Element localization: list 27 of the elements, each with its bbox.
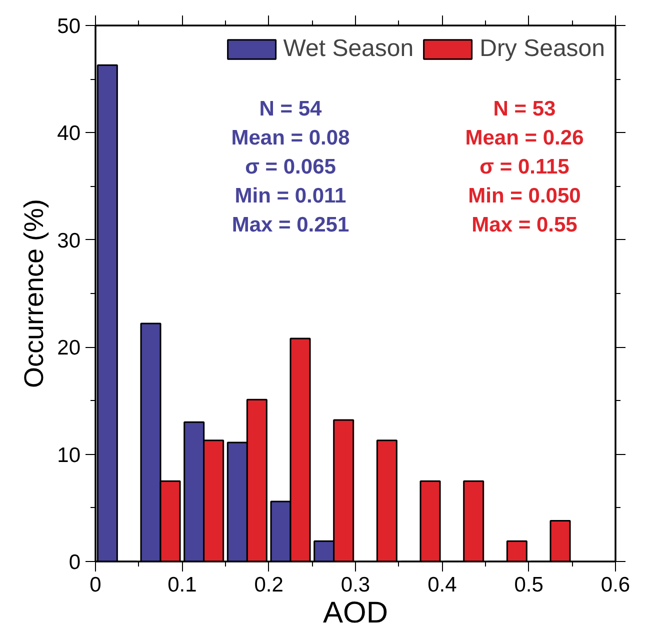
x-axis-title: AOD [322, 596, 388, 630]
annotation: Min = 0.011 [234, 184, 347, 208]
y-axis-title: Occurrence (%) [19, 198, 50, 388]
y-tick-label: 20 [57, 336, 80, 360]
y-tick-label: 50 [57, 15, 80, 38]
x-tick-label: 0.6 [600, 574, 630, 596]
x-tick-label: 0.3 [340, 574, 370, 596]
annotation: Max = 0.251 [232, 214, 350, 236]
annotation: σ = 0.065 [245, 156, 336, 178]
annotation: N = 53 [493, 98, 556, 120]
legend-label: Dry Season [480, 35, 605, 63]
annotation: Mean = 0.08 [231, 126, 350, 150]
x-tick-label: 0.2 [254, 574, 284, 596]
x-tick-label: 0 [90, 574, 102, 596]
x-tick-label: 0.4 [428, 574, 458, 596]
legend-label: Wet Season [283, 35, 414, 63]
x-tick-label: 0.1 [168, 574, 197, 596]
annotation: σ = 0.115 [480, 156, 570, 178]
annotation: Max = 0.55 [472, 214, 578, 236]
y-tick-label: 40 [57, 122, 80, 146]
y-tick-label: 30 [57, 229, 80, 252]
y-tick-label: 0 [68, 551, 81, 574]
x-tick-label: 0.5 [514, 574, 544, 596]
annotation: Mean = 0.26 [465, 126, 584, 150]
annotation: Min = 0.050 [468, 184, 581, 208]
y-tick-label: 10 [57, 444, 80, 467]
annotation: N = 54 [259, 98, 322, 120]
